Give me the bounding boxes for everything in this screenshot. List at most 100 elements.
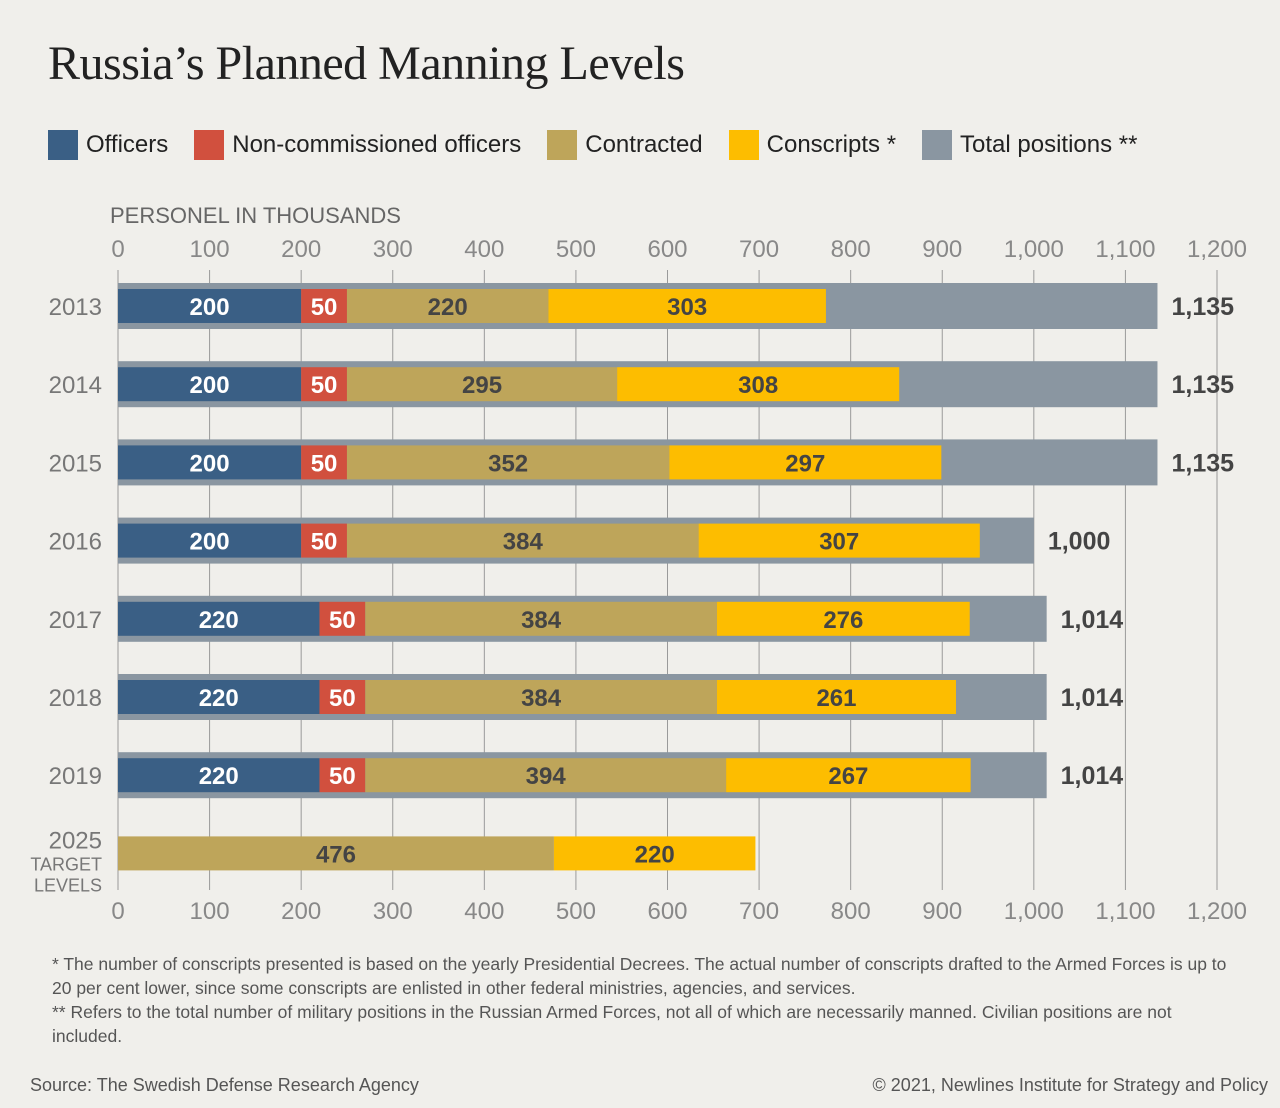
x-tick-label-bottom: 700 [739, 898, 779, 925]
bar-segment-contracted [365, 680, 717, 714]
category-label: 2017 [49, 607, 102, 634]
bar-segment-contracted [346, 523, 699, 558]
x-tick-label-bottom: 0 [111, 898, 124, 925]
legend-label-conscripts: Conscripts * [766, 131, 897, 158]
x-tick-label-top: 0 [111, 236, 124, 263]
x-tick-label-bottom: 1,100 [1095, 898, 1155, 925]
category-label: 2015 [49, 450, 102, 477]
bar-value-label: 303 [667, 294, 707, 321]
bar-segment-officers [118, 289, 302, 323]
x-tick-label-bottom: 400 [464, 898, 504, 925]
total-label: 1,014 [1061, 684, 1124, 712]
bar-value-label: 384 [503, 529, 544, 556]
x-tick-label-top: 400 [464, 236, 504, 263]
total-label: 1,135 [1171, 449, 1234, 477]
x-tick-label-bottom: 1,000 [1004, 898, 1064, 925]
x-tick-label-top: 200 [281, 236, 321, 263]
legend-item-total: Total positions ** [922, 130, 1137, 160]
x-tick-label-bottom: 100 [190, 898, 230, 925]
bar-segment-contracted [365, 601, 717, 636]
bar-segment-conscripts [548, 289, 826, 323]
total-label: 1,135 [1171, 293, 1234, 321]
legend-swatch-officers [48, 130, 78, 160]
bar-value-label: 220 [199, 763, 239, 790]
category-label: 2016 [49, 529, 102, 556]
bar-value-label: 50 [329, 763, 356, 790]
bar-value-label: 200 [190, 294, 230, 321]
bar-segment-contracted [346, 289, 549, 323]
bar-segment-officers [118, 523, 302, 558]
total-label: 1,014 [1061, 606, 1124, 634]
x-tick-label-top: 900 [922, 236, 962, 263]
x-axis-label: PERSONEL IN THOUSANDS [110, 203, 401, 228]
bar-segment-conscripts [698, 523, 980, 558]
bar-value-label: 200 [190, 372, 230, 399]
x-tick-label-bottom: 900 [922, 898, 962, 925]
bar-value-label: 384 [521, 607, 562, 634]
bar-segment-contracted [346, 367, 618, 402]
bar-value-label: 220 [199, 607, 239, 634]
bar-value-label: 220 [635, 841, 675, 868]
bar-segment-officers [118, 758, 320, 793]
x-tick-label-bottom: 500 [556, 898, 596, 925]
legend-item-contracted: Contracted [547, 130, 703, 160]
bar-segment-non-commissioned-officers [301, 523, 347, 558]
x-tick-label-bottom: 200 [281, 898, 321, 925]
legend: Officers Non-commissioned officers Contr… [48, 128, 1163, 162]
bar-segment-contracted [118, 836, 554, 871]
legend-swatch-conscripts [728, 130, 759, 160]
bar-segment-conscripts [617, 367, 900, 402]
x-tick-label-top: 600 [647, 236, 687, 263]
category-sublabel: LEVELS [34, 875, 102, 895]
footnote-conscripts: * The number of conscripts presented is … [52, 954, 1227, 998]
bar-value-label: 384 [521, 685, 562, 712]
category-label: 2014 [49, 372, 102, 399]
legend-item-nco: Non-commissioned officers [194, 130, 521, 160]
bar-segment-officers [118, 680, 320, 714]
bar-value-label: 50 [311, 529, 338, 556]
bar-value-label: 276 [823, 607, 863, 634]
total-label: 1,014 [1061, 762, 1124, 790]
bar-segment-officers [118, 445, 302, 480]
chart-title: Russia’s Planned Manning Levels [48, 37, 685, 90]
total-label: 1,135 [1171, 371, 1234, 399]
bar-value-label: 50 [329, 607, 356, 634]
x-tick-label-top: 800 [831, 236, 871, 263]
legend-label-nco: Non-commissioned officers [232, 131, 522, 158]
bar-segment-conscripts [553, 836, 756, 871]
total-label: 1,000 [1048, 528, 1111, 556]
legend-swatch-contracted [547, 130, 578, 160]
footnote-total-positions: ** Refers to the total number of militar… [52, 1002, 1172, 1046]
x-tick-label-bottom: 600 [647, 898, 687, 925]
footnotes: * The number of conscripts presented is … [52, 952, 1232, 1048]
bar-value-label: 352 [488, 450, 528, 477]
bar-segment-conscripts [716, 601, 970, 636]
bar-value-label: 220 [199, 685, 239, 712]
category-label: 2019 [49, 763, 102, 790]
legend-swatch-total [922, 130, 953, 160]
bar-segment-officers [118, 601, 320, 636]
category-label: 2013 [49, 294, 102, 321]
bar-value-label: 267 [828, 763, 868, 790]
x-tick-label-top: 500 [556, 236, 596, 263]
x-tick-label-top: 700 [739, 236, 779, 263]
bar-segment-conscripts [716, 680, 956, 714]
bar-segment-non-commissioned-officers [319, 758, 366, 793]
x-tick-label-top: 1,000 [1004, 236, 1064, 263]
x-tick-label-bottom: 300 [373, 898, 413, 925]
bar-value-label: 50 [311, 450, 338, 477]
x-tick-label-top: 1,200 [1187, 236, 1247, 263]
category-sublabel: TARGET [30, 854, 102, 874]
bar-value-label: 50 [311, 294, 338, 321]
bar-segment-conscripts [669, 445, 942, 480]
x-tick-label-top: 1,100 [1095, 236, 1155, 263]
bar-segment-non-commissioned-officers [301, 445, 347, 480]
legend-swatch-nco [194, 130, 225, 160]
legend-label-contracted: Contracted [585, 131, 703, 158]
bar-value-label: 50 [311, 372, 338, 399]
bar-chart: PERSONEL IN THOUSANDS 0 0 100 100 200 200 300 30… [30, 203, 1247, 925]
bar-value-label: 220 [428, 294, 468, 321]
bar-value-label: 394 [526, 763, 567, 790]
bar-value-label: 50 [329, 685, 356, 712]
bar-segment-conscripts [726, 758, 971, 793]
